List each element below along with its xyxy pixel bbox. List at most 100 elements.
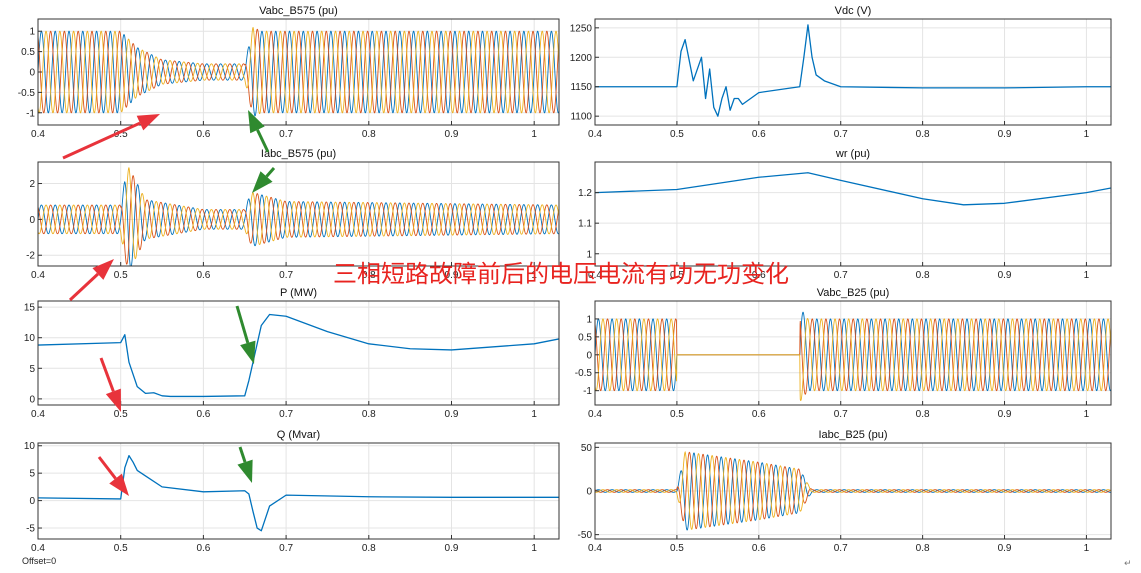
chart-title: Vabc_B25 (pu) <box>817 287 890 299</box>
panel-vdc: Vdc (V) 0.4 0.5 0.6 0.7 0.8 0.9 1 1100 1150 1200 12… <box>570 5 1112 140</box>
phase-c-line <box>595 317 1111 402</box>
x-tick-label: 0.7 <box>834 409 848 420</box>
panel-iabc-b25: Iabc_B25 (pu) 0.4 0.5 0.6 0.7 0.8 0.9 1 -50 0 50 <box>578 429 1112 554</box>
x-tick-label: 0.8 <box>362 270 376 281</box>
x-tick-label: 0.9 <box>445 543 459 554</box>
x-tick-label: 0.7 <box>279 409 293 420</box>
axes-box <box>594 161 1112 267</box>
series-line <box>595 24 1111 117</box>
y-tick-label: 1250 <box>570 23 593 34</box>
y-tick-label: 1 <box>29 27 35 38</box>
arrow-head <box>109 473 129 496</box>
x-tick-label: 0.8 <box>916 543 930 554</box>
y-tick-label: 1 <box>586 249 592 260</box>
phase-c-line <box>38 167 559 260</box>
phase-a-line <box>38 30 559 117</box>
y-tick-label: -2 <box>26 251 35 262</box>
x-tick-label: 1 <box>1084 270 1090 281</box>
phase-b-line <box>38 28 559 114</box>
green-arrow-2 <box>252 167 276 193</box>
green-arrow-3 <box>235 305 256 364</box>
x-tick-label: 0.4 <box>31 270 45 281</box>
x-tick-label: 0.8 <box>362 129 376 140</box>
axes-box <box>594 18 1112 126</box>
x-tick-label: 0.4 <box>588 270 602 281</box>
x-tick-label: 0.5 <box>670 409 684 420</box>
plot-area <box>595 311 1111 402</box>
y-tick-label: 0 <box>586 350 592 361</box>
phase-c-line <box>595 450 1111 530</box>
series-line <box>595 172 1111 206</box>
red-arrow-4 <box>97 456 129 496</box>
x-tick-label: 0.7 <box>834 129 848 140</box>
x-tick-label: 0.4 <box>31 129 45 140</box>
plot-area <box>38 454 559 532</box>
x-tick-label: 0.8 <box>916 270 930 281</box>
arrow-shaft <box>235 305 250 344</box>
x-tick-label: 0.7 <box>279 543 293 554</box>
y-tick-label: 15 <box>24 303 36 314</box>
axes-box <box>37 161 560 267</box>
panel-vabc-b25: Vabc_B25 (pu) 0.4 0.5 0.6 0.7 0.8 0.9 1 -1 -0.5 0 0… <box>575 287 1112 420</box>
x-tick-label: 0.6 <box>752 409 766 420</box>
arrow-shaft <box>97 456 117 480</box>
arrow-head <box>237 459 253 483</box>
y-tick-label: 0 <box>586 487 592 498</box>
chart-title: Vabc_B575 (pu) <box>259 5 338 17</box>
x-tick-label: 0.8 <box>916 129 930 140</box>
chart-title: Iabc_B575 (pu) <box>261 148 336 160</box>
axes-box <box>37 442 560 540</box>
green-arrow-4 <box>237 446 253 483</box>
axes-box <box>594 300 1112 406</box>
phase-b-line <box>38 175 559 265</box>
x-tick-label: 0.5 <box>114 270 128 281</box>
y-tick-label: 2 <box>29 179 35 190</box>
red-arrow-2 <box>68 259 114 302</box>
plot-area <box>595 172 1111 206</box>
x-tick-label: 1 <box>531 543 537 554</box>
arrow-head <box>92 259 114 280</box>
y-tick-label: 1.2 <box>578 188 592 199</box>
y-tick-label: 0 <box>29 394 35 405</box>
arrow-head <box>105 388 121 412</box>
x-tick-label: 0.5 <box>114 543 128 554</box>
chart-title: Vdc (V) <box>835 5 872 17</box>
x-tick-label: 0.4 <box>588 129 602 140</box>
y-tick-label: 0.5 <box>21 47 35 58</box>
y-tick-label: 1 <box>586 314 592 325</box>
red-arrow-3 <box>99 357 121 412</box>
y-tick-label: -0.5 <box>18 88 36 99</box>
series-line <box>38 454 559 532</box>
series-line <box>38 313 559 398</box>
y-tick-label: 0 <box>29 68 35 79</box>
x-tick-label: 0.7 <box>279 270 293 281</box>
x-tick-label: 0.5 <box>670 270 684 281</box>
x-tick-label: 1 <box>1084 543 1090 554</box>
figure-caption: 三相短路故障前后的电压电流有功无功变化 <box>333 260 789 288</box>
x-tick-label: 0.9 <box>998 543 1012 554</box>
x-tick-label: 0.7 <box>834 543 848 554</box>
panel-wr: wr (pu) 0.4 0.5 0.6 0.7 0.8 0.9 1 1 1.1 1.2 <box>578 148 1112 281</box>
green-arrow-1 <box>248 110 270 153</box>
y-tick-label: 5 <box>29 364 35 375</box>
plot-area <box>38 26 559 117</box>
panel-q: Q (Mvar) 0.4 0.5 0.6 0.7 0.8 0.9 1 -5 0 5 10 <box>24 429 560 554</box>
arrow-head <box>252 171 273 193</box>
panel-iabc-b575: Iabc_B575 (pu) 0.4 0.5 0.6 0.7 0.8 0.9 1 -2 0 2 <box>26 148 560 281</box>
x-tick-label: 0.5 <box>114 409 128 420</box>
plot-area <box>38 313 559 398</box>
x-tick-label: 1 <box>1084 409 1090 420</box>
x-tick-label: 0.8 <box>362 409 376 420</box>
y-tick-label: -1 <box>26 108 35 119</box>
x-tick-label: 1 <box>531 270 537 281</box>
x-tick-label: 0.6 <box>752 270 766 281</box>
phase-a-line <box>38 181 559 266</box>
y-tick-label: 1200 <box>570 53 593 64</box>
arrow-shaft <box>238 446 247 463</box>
x-tick-label: 0.6 <box>752 543 766 554</box>
x-tick-label: 0.5 <box>114 129 128 140</box>
y-tick-label: 1.1 <box>578 219 592 230</box>
chart-title: Q (Mvar) <box>277 429 320 441</box>
y-tick-label: 0.5 <box>578 332 592 343</box>
